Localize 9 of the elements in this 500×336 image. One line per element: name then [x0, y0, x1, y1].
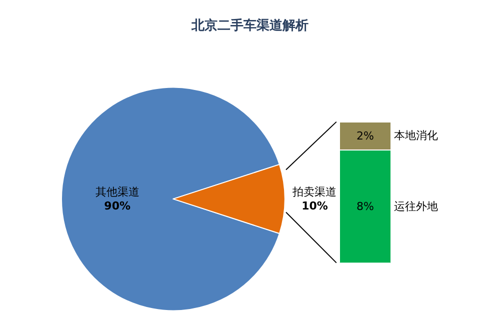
data-label: 10%: [302, 200, 328, 213]
series-label: 运往外地: [394, 200, 438, 213]
chart-title: 北京二手车渠道解析: [190, 17, 308, 34]
data-label: 2%: [356, 129, 374, 142]
slice-label: 其他渠道: [95, 185, 140, 198]
series-label: 本地消化: [394, 129, 438, 142]
slice-label: 拍卖渠道: [292, 185, 337, 198]
data-label: 8%: [356, 200, 374, 213]
data-label: 90%: [104, 200, 131, 213]
